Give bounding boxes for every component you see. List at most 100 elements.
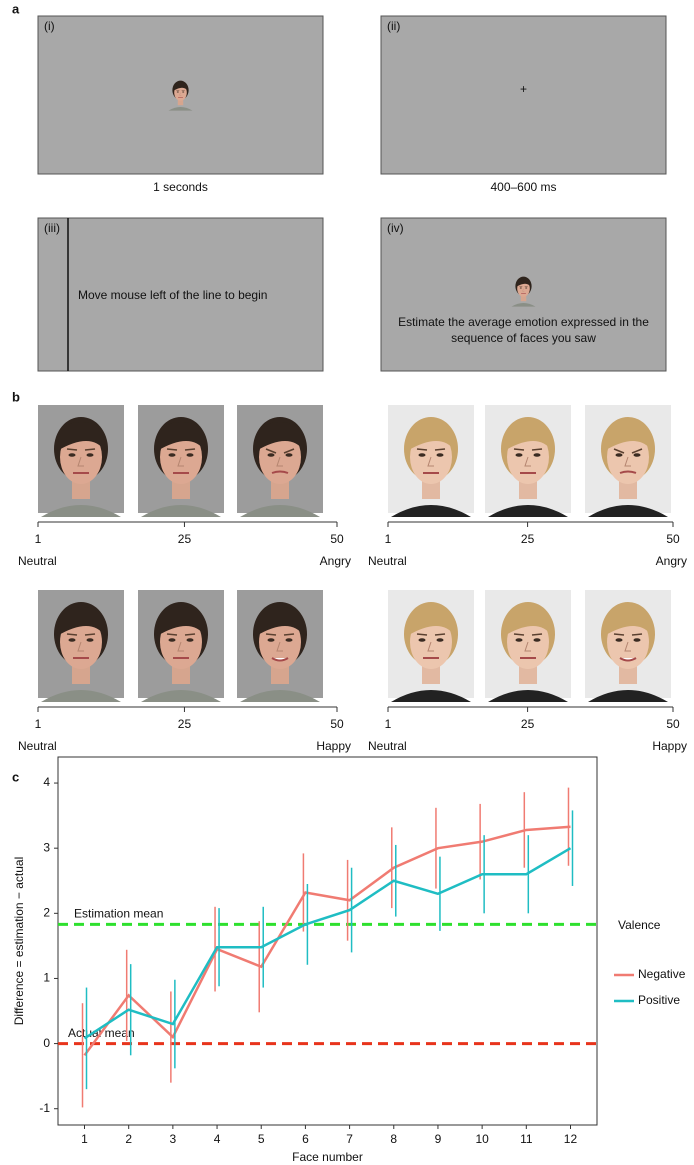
shoulders xyxy=(240,505,320,517)
x-tick-label: 11 xyxy=(520,1132,533,1146)
shoulders xyxy=(488,690,568,702)
nose xyxy=(276,456,283,467)
screen xyxy=(37,217,324,372)
x-tick-label: 8 xyxy=(390,1132,397,1146)
legend-label: Positive xyxy=(638,993,680,1007)
scale-right-label: Angry xyxy=(656,554,687,568)
panel-label: b xyxy=(12,389,20,404)
brow xyxy=(513,633,525,636)
scale-number: 1 xyxy=(35,717,42,731)
x-tick-label: 2 xyxy=(125,1132,132,1146)
mouth xyxy=(271,470,289,474)
scale-number: 1 xyxy=(385,717,392,731)
x-tick-label: 1 xyxy=(81,1132,88,1146)
brow xyxy=(166,633,178,636)
x-tick-label: 12 xyxy=(564,1132,578,1146)
plot-frame xyxy=(57,756,598,1126)
eye xyxy=(68,453,76,457)
legend-label: Negative xyxy=(638,967,686,981)
eye xyxy=(515,638,523,642)
brow xyxy=(613,448,625,454)
neck xyxy=(520,294,527,302)
scale-right-label: Angry xyxy=(320,554,351,568)
y-tick-label: 3 xyxy=(43,840,50,854)
screen-label: (ii) xyxy=(387,19,400,33)
nose xyxy=(522,288,525,292)
face-image xyxy=(41,417,121,517)
x-tick-label: 9 xyxy=(435,1132,442,1146)
face-image xyxy=(240,417,320,517)
scale-left-label: Neutral xyxy=(368,554,407,568)
screen-label: (i) xyxy=(44,19,55,33)
eye xyxy=(418,453,426,457)
hair-top xyxy=(407,421,455,451)
screen-label: (iv) xyxy=(387,221,404,235)
nose xyxy=(624,456,631,467)
brow xyxy=(531,633,543,636)
shoulders xyxy=(141,690,221,702)
brow xyxy=(84,448,96,451)
nose xyxy=(77,641,84,652)
face-image xyxy=(588,602,668,702)
screen-caption: 400–600 ms xyxy=(490,180,556,194)
eye xyxy=(176,91,179,93)
eye xyxy=(515,453,523,457)
mouth xyxy=(619,657,637,662)
shoulders xyxy=(240,690,320,702)
brow xyxy=(631,448,643,454)
brow xyxy=(513,448,525,451)
y-axis-title: Difference = estimation − actual xyxy=(12,857,26,1026)
x-tick-label: 3 xyxy=(170,1132,177,1146)
eye xyxy=(615,453,623,457)
eye xyxy=(168,638,176,642)
hair-top xyxy=(516,278,531,287)
brow xyxy=(434,633,446,636)
eye xyxy=(633,638,641,642)
screen-text-box: Estimate the average emotion expressed i… xyxy=(398,315,649,345)
screen xyxy=(380,15,667,175)
hair-top xyxy=(504,606,552,636)
shoulders xyxy=(391,690,471,702)
screen-caption: 1 seconds xyxy=(153,180,208,194)
face-image xyxy=(168,80,193,111)
hair-top xyxy=(57,421,105,451)
hair-top xyxy=(57,606,105,636)
x-tick-label: 5 xyxy=(258,1132,265,1146)
nose xyxy=(524,456,531,467)
x-tick-label: 6 xyxy=(302,1132,309,1146)
shoulders xyxy=(391,505,471,517)
mouth xyxy=(619,470,637,474)
shoulders xyxy=(168,107,193,111)
eye xyxy=(436,638,444,642)
face-image xyxy=(41,602,121,702)
face-image xyxy=(391,417,471,517)
y-tick-label: 0 xyxy=(43,1036,50,1050)
nose xyxy=(524,641,531,652)
nose xyxy=(77,456,84,467)
brow xyxy=(531,448,543,451)
reference-label: Estimation mean xyxy=(74,907,163,921)
hair-top xyxy=(604,421,652,451)
brow xyxy=(166,448,178,451)
x-tick-label: 7 xyxy=(346,1132,353,1146)
shoulders xyxy=(588,690,668,702)
scale-right-label: Happy xyxy=(316,739,351,753)
scale-right-label: Happy xyxy=(652,739,687,753)
hair-top xyxy=(256,606,304,636)
scale-left-label: Neutral xyxy=(18,554,57,568)
series-line xyxy=(83,825,571,1057)
brow xyxy=(265,448,277,454)
eye xyxy=(533,453,541,457)
scale-number: 1 xyxy=(35,532,42,546)
nose xyxy=(427,456,434,467)
brow xyxy=(84,633,96,636)
face-image xyxy=(488,417,568,517)
nose xyxy=(177,456,184,467)
face-image xyxy=(391,602,471,702)
brow xyxy=(66,633,78,636)
eye xyxy=(186,638,194,642)
face-image xyxy=(141,417,221,517)
scale-number: 25 xyxy=(521,532,535,546)
hair-top xyxy=(173,82,188,91)
mouth xyxy=(271,657,289,662)
